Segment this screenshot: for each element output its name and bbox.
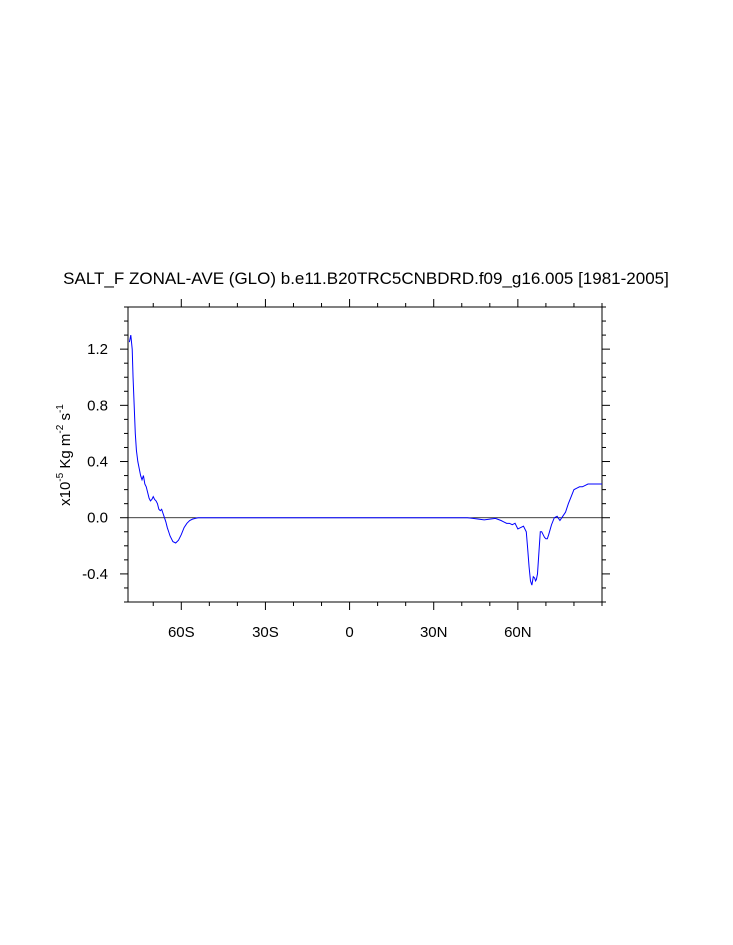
plot-border — [127, 306, 603, 603]
plot-frame — [127, 306, 603, 603]
y-label-base: x10 — [57, 482, 74, 506]
y-label-unit: s — [57, 413, 74, 425]
x-tick-label: 30N — [420, 624, 448, 641]
y-tick-label: -0.4 — [82, 566, 108, 583]
x-tick-label: 0 — [345, 624, 353, 641]
y-label-exp2: -2 — [55, 424, 66, 433]
y-tick-label: 0.0 — [87, 510, 108, 527]
y-tick-label: 0.4 — [87, 454, 108, 471]
y-label-mid: Kg m — [57, 434, 74, 473]
x-tick-label: 60S — [168, 624, 195, 641]
y-tick-label: 1.2 — [87, 341, 108, 358]
x-tick-label: 60N — [504, 624, 532, 641]
y-label-exp3: -1 — [55, 404, 66, 413]
y-axis: 1.2 0.8 0.4 0.0 -0.4 — [82, 306, 610, 603]
series-group — [128, 335, 602, 586]
y-label-exp1: -5 — [55, 472, 66, 481]
chart-title: SALT_F ZONAL-AVE (GLO) b.e11.B20TRC5CNBD… — [63, 269, 669, 288]
y-axis-label: x10-5 Kg m-2 s-1 — [55, 404, 74, 506]
y-tick-label: 0.8 — [87, 397, 108, 414]
series-line — [128, 335, 602, 586]
x-tick-label: 30S — [252, 624, 279, 641]
x-axis: 60S 30S 0 30N 60N — [152, 299, 603, 641]
